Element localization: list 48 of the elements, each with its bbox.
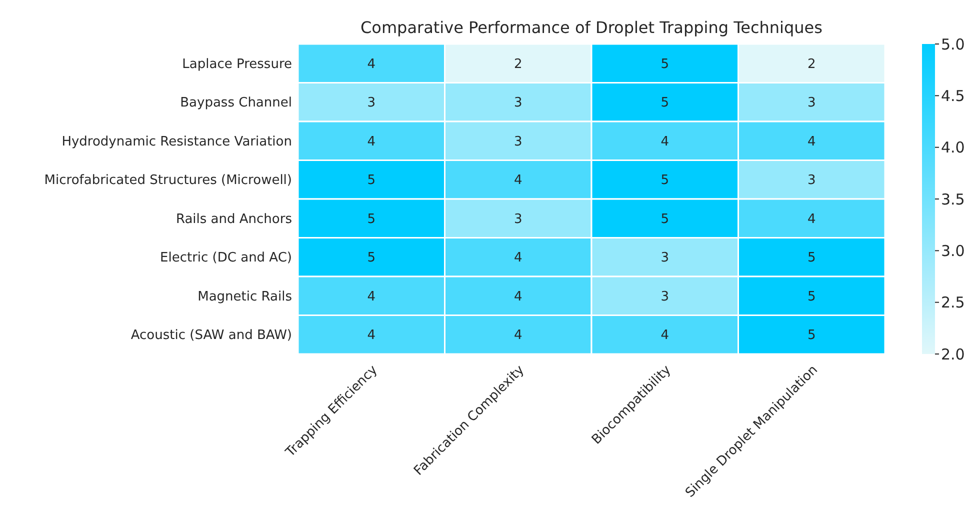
y-tick-label: Electric (DC and AC) <box>160 250 292 266</box>
y-tick-label: Laplace Pressure <box>182 56 292 72</box>
data-label: 4 <box>660 134 670 150</box>
data-label: 2 <box>514 56 522 72</box>
data-label: 5 <box>367 250 376 266</box>
data-label: 4 <box>660 328 670 344</box>
color-bar-label: 5.0 <box>941 35 965 54</box>
data-label: 5 <box>367 212 376 227</box>
data-label: 3 <box>660 289 670 304</box>
data-label: 5 <box>660 96 670 111</box>
color-bar-label: 3.0 <box>941 242 965 260</box>
data-label: 5 <box>367 173 376 188</box>
data-label: 5 <box>807 328 816 344</box>
color-bar-label: 3.5 <box>941 190 965 208</box>
data-label: 4 <box>367 56 376 72</box>
y-tick-label: Hydrodynamic Resistance Variation <box>62 134 292 150</box>
y-tick-label: Acoustic (SAW and BAW) <box>130 328 292 344</box>
data-label: 2 <box>807 56 816 72</box>
data-label: 3 <box>807 96 816 111</box>
chart-title: Comparative Performance of Droplet Trapping Techniques <box>360 18 822 37</box>
data-label: 5 <box>807 289 816 304</box>
data-label: 4 <box>807 212 816 227</box>
data-label: 3 <box>514 96 522 111</box>
data-label: 4 <box>807 134 816 150</box>
data-label: 4 <box>367 134 376 150</box>
data-label: 3 <box>514 134 522 150</box>
data-label: 4 <box>514 250 522 266</box>
y-tick-label: Microfabricated Structures (Microwell) <box>44 173 292 188</box>
data-label: 5 <box>660 212 670 227</box>
data-label: 4 <box>367 289 376 304</box>
data-label: 3 <box>807 173 816 188</box>
data-label: 5 <box>660 173 670 188</box>
data-label: 4 <box>514 328 522 344</box>
data-label: 4 <box>514 173 522 188</box>
color-bar-label: 2.5 <box>941 294 965 312</box>
data-label: 4 <box>367 328 376 344</box>
data-label: 3 <box>514 212 522 227</box>
data-label: 5 <box>660 56 670 72</box>
data-label: 5 <box>807 250 816 266</box>
y-tick-label: Baypass Channel <box>180 96 292 111</box>
data-label: 3 <box>367 96 376 111</box>
color-bar-label: 2.0 <box>941 345 965 364</box>
color-bar-label: 4.5 <box>941 86 965 105</box>
y-tick-label: Magnetic Rails <box>198 289 292 304</box>
data-label: 3 <box>660 250 670 266</box>
data-label: 4 <box>514 289 522 304</box>
color-bar-label: 4.0 <box>941 138 965 157</box>
y-tick-label: Rails and Anchors <box>176 212 292 227</box>
